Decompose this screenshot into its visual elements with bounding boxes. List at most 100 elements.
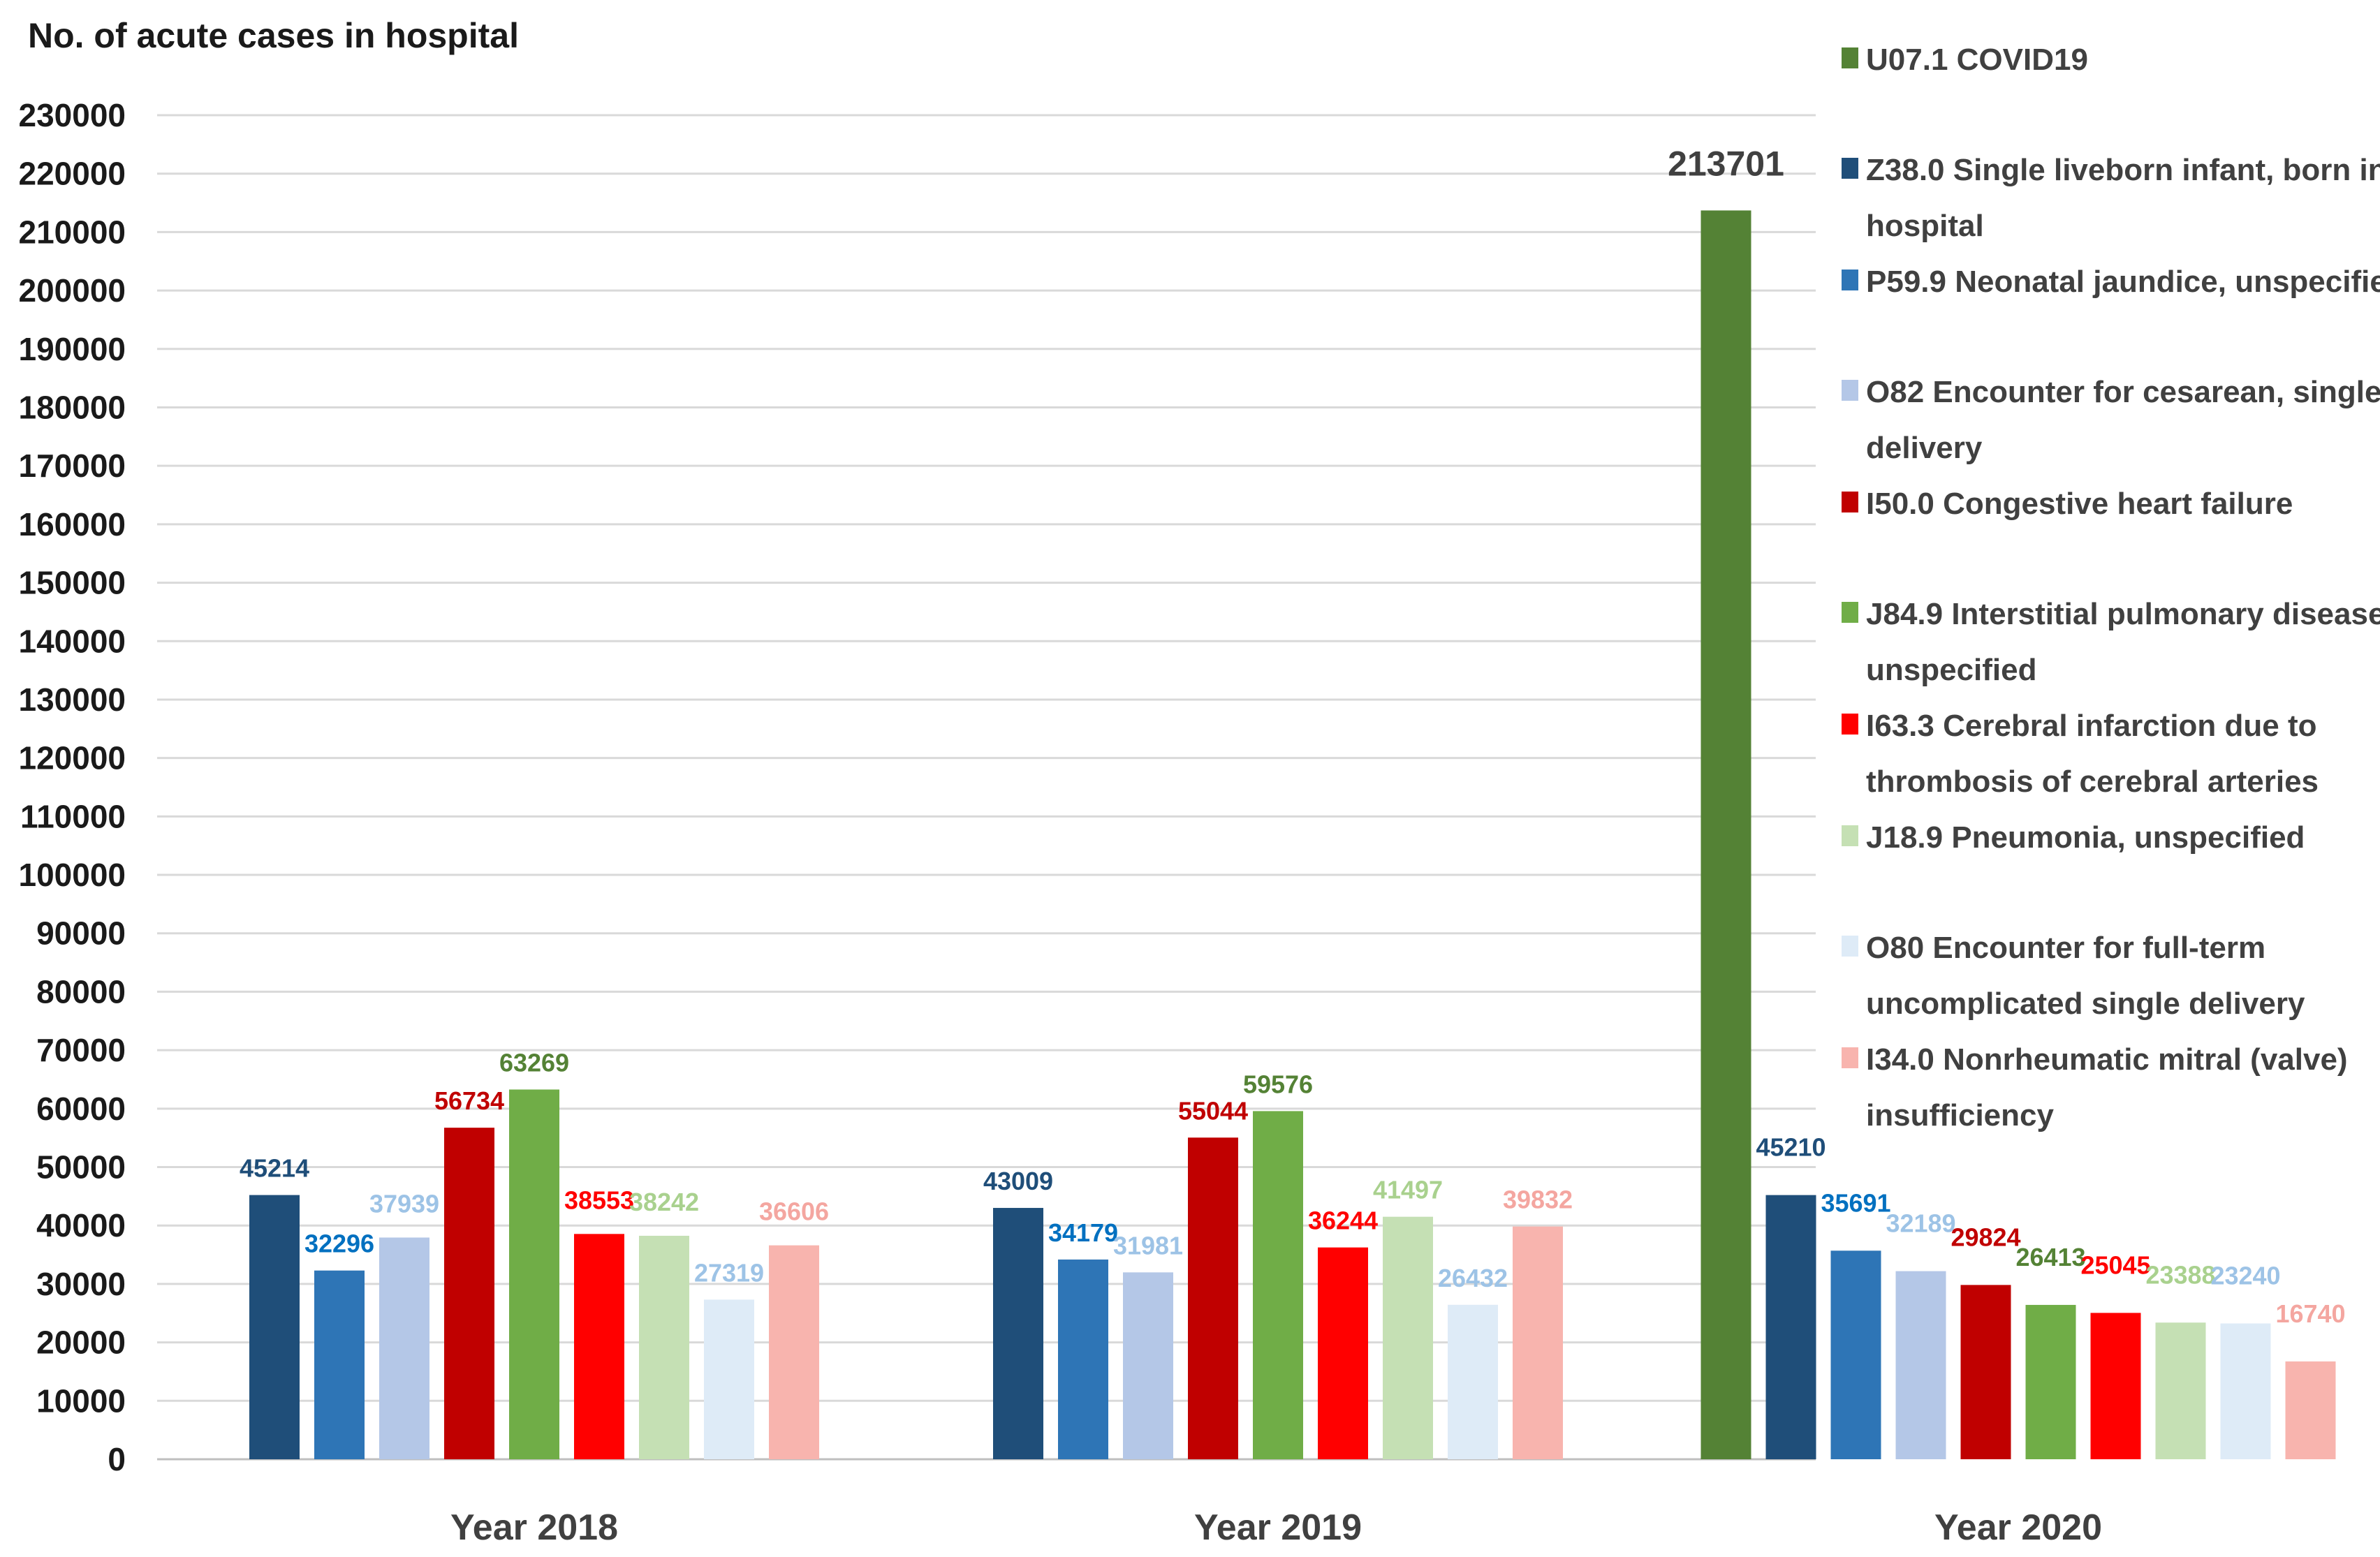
data-label: 55044: [1178, 1096, 1248, 1125]
data-label: 43009: [983, 1167, 1053, 1195]
legend-label: U07.1 COVID19: [1866, 43, 2088, 77]
bar: [1318, 1247, 1368, 1459]
y-tick-label: 40000: [36, 1207, 126, 1244]
data-label: 34179: [1048, 1218, 1118, 1247]
legend-swatch: [1842, 492, 1858, 512]
bar: [444, 1128, 494, 1459]
y-tick-label: 100000: [19, 857, 126, 893]
bar: [314, 1270, 365, 1459]
legend-swatch: [1842, 602, 1858, 623]
bar: [993, 1208, 1043, 1459]
y-tick-label: 140000: [19, 623, 126, 659]
bar: [1513, 1226, 1563, 1459]
legend-label: J84.9 Interstitial pulmonary disease,: [1866, 597, 2380, 631]
gridlines: [157, 114, 1816, 1461]
y-tick-label: 110000: [20, 798, 126, 834]
data-label: 37939: [369, 1189, 439, 1218]
y-tick-label: 70000: [36, 1032, 126, 1068]
bar: [1765, 1195, 1816, 1459]
x-category-label: Year 2018: [450, 1507, 618, 1548]
bar: [1448, 1304, 1498, 1459]
bars: [249, 210, 2336, 1460]
legend-label: P59.9 Neonatal jaundice, unspecified: [1866, 265, 2380, 299]
legend-label: hospital: [1866, 209, 1984, 243]
legend-swatch: [1842, 380, 1858, 401]
legend-label: J18.9 Pneumonia, unspecified: [1866, 820, 2305, 855]
y-tick-label: 180000: [19, 389, 126, 425]
bar: [2090, 1313, 2141, 1459]
y-axis-title: No. of acute cases in hospital: [28, 16, 519, 55]
y-tick-label: 120000: [19, 740, 126, 776]
bar: [1895, 1271, 1946, 1459]
x-axis-categories: Year 2018 Year 2019 Year 2020: [450, 1507, 2102, 1548]
bar: [1830, 1250, 1881, 1459]
bar: [574, 1234, 624, 1459]
y-tick-label: 130000: [19, 681, 126, 718]
data-label: 23388: [2145, 1260, 2215, 1289]
data-label: 45214: [240, 1154, 309, 1183]
data-label: 38242: [629, 1188, 699, 1216]
y-tick-label: 210000: [19, 214, 126, 250]
y-tick-label: 20000: [36, 1324, 126, 1361]
bar: [1123, 1272, 1173, 1459]
bar: [2285, 1361, 2336, 1459]
data-label: 26413: [2015, 1243, 2085, 1271]
data-label: 29824: [1951, 1223, 2020, 1251]
bar: [1700, 210, 1751, 1460]
legend-label: O82 Encounter for cesarean, single: [1866, 375, 2380, 409]
y-tick-label: 220000: [19, 156, 126, 192]
data-label: 213701: [1668, 144, 1784, 183]
y-tick-label: 10000: [36, 1382, 126, 1419]
data-label: 36606: [759, 1197, 829, 1226]
legend-label: delivery: [1866, 431, 1983, 465]
bar: [639, 1235, 689, 1459]
legend-label: I63.3 Cerebral infarction due to: [1866, 709, 2317, 743]
data-label: 45210: [1756, 1133, 1826, 1162]
y-tick-label: 200000: [19, 272, 126, 309]
data-label: 26432: [1438, 1264, 1508, 1292]
data-label: 27319: [694, 1258, 764, 1287]
data-label: 63269: [499, 1048, 569, 1077]
bar: [704, 1299, 754, 1459]
legend-swatch: [1842, 714, 1858, 735]
data-label: 32189: [1886, 1209, 1955, 1238]
bar: [509, 1089, 559, 1459]
legend-swatch: [1842, 1047, 1858, 1068]
bar: [1383, 1216, 1433, 1459]
legend-swatch: [1842, 825, 1858, 846]
y-tick-label: 50000: [36, 1149, 126, 1186]
data-label: 39832: [1503, 1186, 1573, 1214]
bar: [1253, 1111, 1303, 1459]
bar: [2155, 1322, 2206, 1459]
data-label: 23240: [2210, 1261, 2280, 1290]
y-tick-label: 0: [108, 1441, 126, 1477]
legend-swatch: [1842, 936, 1858, 957]
x-category-label: Year 2019: [1194, 1507, 1362, 1548]
legend-label: Z38.0 Single liveborn infant, born in: [1866, 153, 2380, 187]
y-tick-label: 150000: [19, 565, 126, 601]
y-tick-label: 90000: [36, 915, 126, 952]
data-label: 35691: [1821, 1188, 1890, 1217]
bar: [1058, 1259, 1108, 1459]
bar: [379, 1237, 429, 1459]
legend-label: I50.0 Congestive heart failure: [1866, 487, 2293, 521]
bar: [249, 1195, 300, 1459]
data-label: 31981: [1113, 1231, 1183, 1260]
y-tick-label: 30000: [36, 1266, 126, 1302]
y-tick-label: 230000: [19, 97, 126, 133]
y-tick-label: 60000: [36, 1091, 126, 1127]
legend-swatch: [1842, 270, 1858, 290]
legend-label: unspecified: [1866, 653, 2037, 687]
y-tick-label: 190000: [19, 331, 126, 367]
data-label: 32296: [304, 1230, 374, 1258]
y-axis-ticks: 0 10000 20000 30000 40000 50000 60000 70000 8000…: [19, 97, 126, 1477]
y-tick-label: 170000: [19, 448, 126, 484]
legend-label: thrombosis of cerebral arteries: [1866, 765, 2319, 799]
x-category-label: Year 2020: [1934, 1507, 2102, 1548]
legend-label: O80 Encounter for full-term: [1866, 931, 2265, 965]
bar: [1960, 1285, 2011, 1459]
legend-swatch: [1842, 47, 1858, 68]
data-label: 41497: [1373, 1176, 1443, 1204]
